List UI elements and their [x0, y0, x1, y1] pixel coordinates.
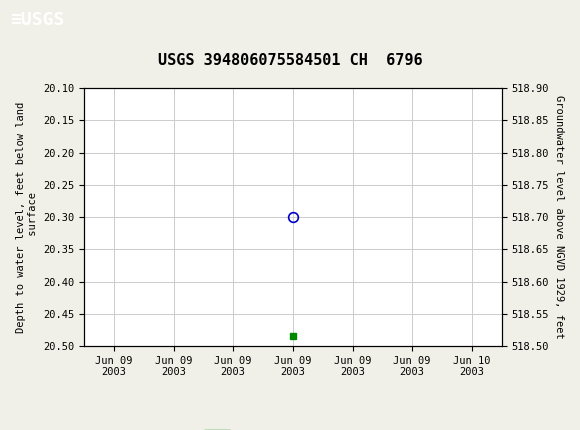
Text: ≡USGS: ≡USGS [10, 12, 65, 29]
Y-axis label: Depth to water level, feet below land
 surface: Depth to water level, feet below land su… [16, 101, 38, 333]
Text: USGS 394806075584501 CH  6796: USGS 394806075584501 CH 6796 [158, 53, 422, 68]
Y-axis label: Groundwater level above NGVD 1929, feet: Groundwater level above NGVD 1929, feet [554, 95, 564, 339]
Legend: Period of approved data: Period of approved data [200, 426, 386, 430]
